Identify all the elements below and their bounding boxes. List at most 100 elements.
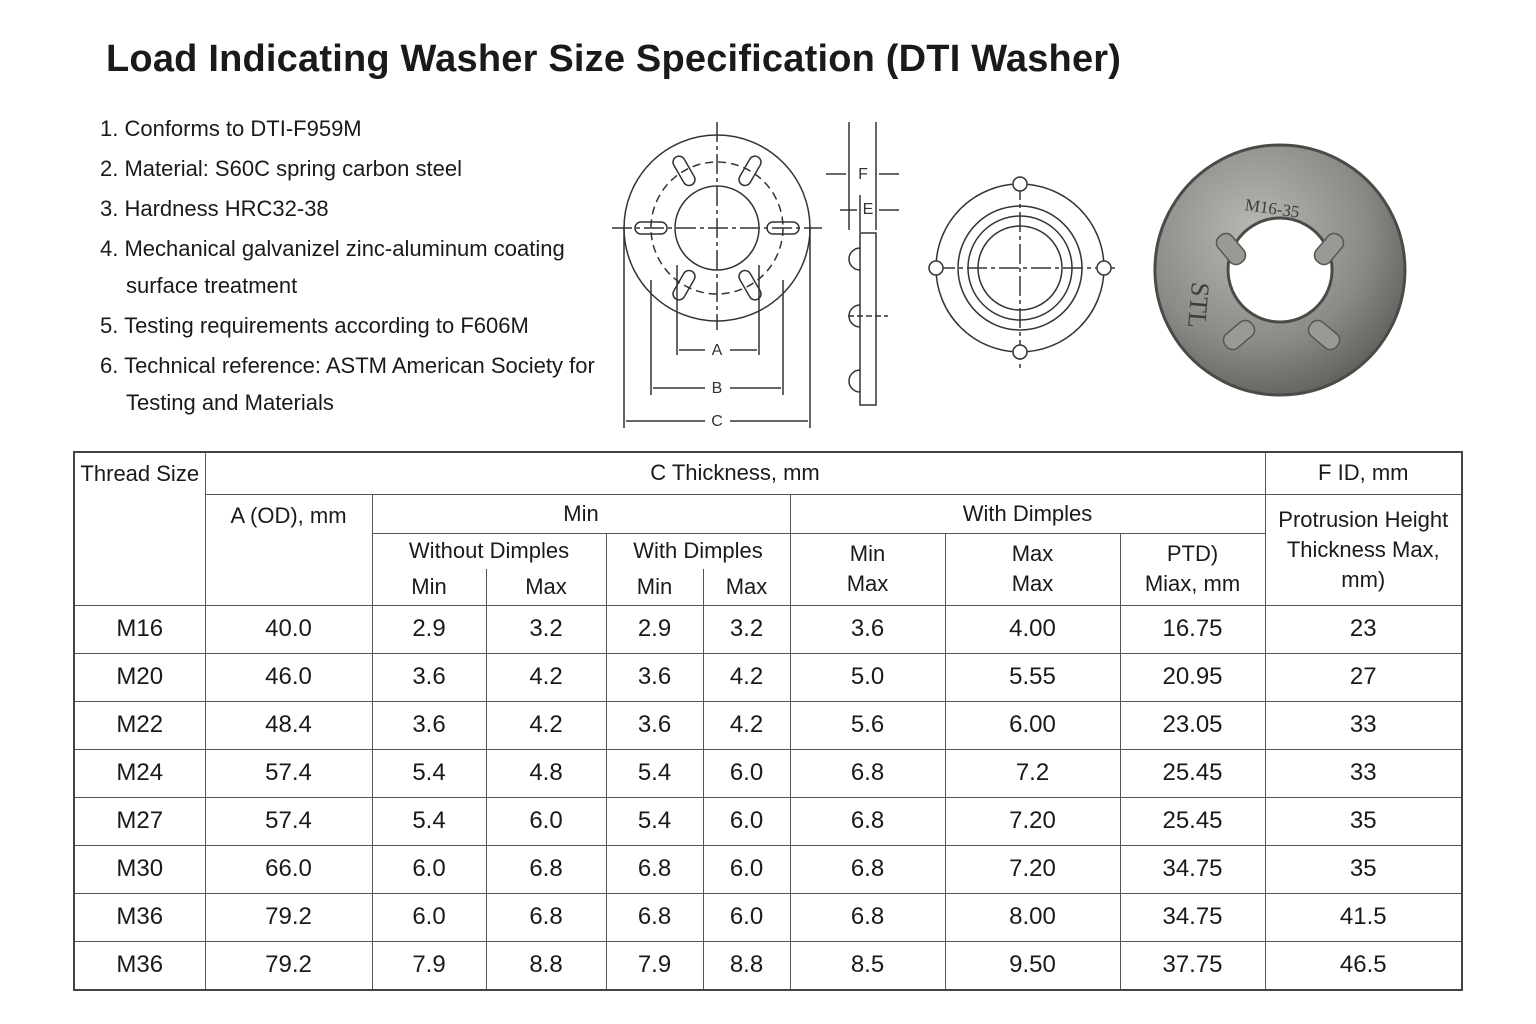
table-cell: 3.6 (371, 652, 487, 702)
table-cell: 5.0 (789, 652, 946, 702)
side-view (826, 122, 899, 406)
table-cell: M36 (73, 940, 206, 990)
table-cell: 6.0 (702, 892, 791, 942)
table-cell: 4.2 (485, 652, 607, 702)
table-cell: 16.75 (1119, 604, 1266, 654)
table-row: M16 40.0 2.9 3.2 2.9 3.2 3.6 4.00 16.75 23 (73, 604, 1463, 654)
page-title: Load Indicating Washer Size Specificatio… (106, 38, 1122, 80)
table-cell: 25.45 (1119, 748, 1266, 798)
table-row: M20 46.0 3.6 4.2 3.6 4.2 5.0 5.55 20.95 27 (73, 652, 1463, 702)
header-cell: With Dimples (789, 493, 1266, 534)
table-cell: 57.4 (204, 796, 373, 846)
diagrams: A B C F E M16-35 STL (612, 122, 1407, 430)
table-row: M22 48.4 3.6 4.2 3.6 4.2 5.6 6.00 23.05 33 (73, 700, 1463, 750)
table-cell: M36 (73, 892, 206, 942)
header-line: Min (849, 541, 886, 566)
header-line: Max (846, 571, 889, 596)
notes: 1. Conforms to DTI-F959M 2. Material: S60… (100, 110, 620, 424)
header-line: PTD) (1166, 541, 1219, 566)
table-cell: 8.8 (485, 940, 607, 990)
table-cell: 3.6 (371, 700, 487, 750)
table-row: M30 66.0 6.0 6.8 6.8 6.0 6.8 7.20 34.75 35 (73, 844, 1463, 894)
table-cell: 6.0 (702, 796, 791, 846)
table-cell: 6.8 (789, 844, 946, 894)
table-cell: M16 (73, 604, 206, 654)
table-cell: 48.4 (204, 700, 373, 750)
table-cell: 3.2 (702, 604, 791, 654)
note: 4. Mechanical galvanizel zinc-aluminum c… (100, 236, 565, 298)
table-cell: M22 (73, 700, 206, 750)
note: 6. Technical reference: ASTM American So… (100, 353, 595, 415)
table-cell: 20.95 (1119, 652, 1266, 702)
table-cell: 2.9 (371, 604, 487, 654)
table-cell: 27 (1264, 652, 1463, 702)
header-cell: Without Dimples (371, 532, 607, 569)
table-cell: 41.5 (1264, 892, 1463, 942)
header-cell: PTD) Miax, mm (1119, 532, 1266, 606)
header-cell: Protrusion Height Thickness Max, mm) (1264, 493, 1463, 606)
table-cell: 46.5 (1264, 940, 1463, 990)
header-cell: Max (485, 569, 607, 606)
table-cell: 5.4 (605, 796, 704, 846)
table-row: M24 57.4 5.4 4.8 5.4 6.0 6.8 7.2 25.45 33 (73, 748, 1463, 798)
table-cell: 46.0 (204, 652, 373, 702)
header-line: Max (1011, 541, 1054, 566)
photo-mark: STL (1182, 281, 1215, 330)
table-cell: 25.45 (1119, 796, 1266, 846)
front-view (612, 122, 822, 428)
table-cell: M30 (73, 844, 206, 894)
header-cell: A (OD), mm (204, 493, 373, 606)
table-cell: 7.9 (605, 940, 704, 990)
table-cell: 6.0 (702, 748, 791, 798)
table-cell: 3.6 (605, 652, 704, 702)
header-cell: Thread Size (73, 451, 206, 606)
note: 1. Conforms to DTI-F959M (100, 116, 362, 141)
table-cell: 8.00 (944, 892, 1121, 942)
washer-photo: M16-35 STL (1153, 143, 1407, 397)
table-cell: 6.00 (944, 700, 1121, 750)
table-cell: 3.2 (485, 604, 607, 654)
table-cell: 2.9 (605, 604, 704, 654)
table-cell: 5.4 (371, 748, 487, 798)
table-cell: M20 (73, 652, 206, 702)
table-cell: 6.8 (485, 844, 607, 894)
table-cell: 35 (1264, 844, 1463, 894)
table-cell: 33 (1264, 700, 1463, 750)
table-cell: 6.8 (789, 748, 946, 798)
table-cell: 34.75 (1119, 892, 1266, 942)
table-cell: M24 (73, 748, 206, 798)
table-cell: 57.4 (204, 748, 373, 798)
table-cell: 40.0 (204, 604, 373, 654)
header-line: Miax, mm (1144, 571, 1241, 596)
table-cell: 6.8 (789, 892, 946, 942)
table-cell: 4.2 (485, 700, 607, 750)
table-row: M36 79.2 6.0 6.8 6.8 6.0 6.8 8.00 34.75 41.5 (73, 892, 1463, 942)
table-cell: 6.8 (605, 892, 704, 942)
table-cell: 33 (1264, 748, 1463, 798)
table-cell: 79.2 (204, 892, 373, 942)
header-cell: Max Max (944, 532, 1121, 606)
table-cell: 79.2 (204, 940, 373, 990)
table-cell: 5.55 (944, 652, 1121, 702)
header-line: Max (1011, 571, 1054, 596)
dim-label: F (858, 166, 868, 183)
table-cell: 6.8 (605, 844, 704, 894)
table-cell: 4.2 (702, 652, 791, 702)
table-cell: 35 (1264, 796, 1463, 846)
table-cell: 8.8 (702, 940, 791, 990)
dim-label: B (712, 380, 723, 397)
table-cell: 6.0 (371, 892, 487, 942)
table-cell: 6.0 (371, 844, 487, 894)
note: 2. Material: S60C spring carbon steel (100, 156, 462, 181)
spec-table: Thread Size C Thickness, mm F ID, mm A (… (73, 451, 1464, 991)
table-cell: 5.6 (789, 700, 946, 750)
table-cell: 4.8 (485, 748, 607, 798)
table-cell: 37.75 (1119, 940, 1266, 990)
dim-label: C (711, 413, 723, 430)
table-cell: 3.6 (789, 604, 946, 654)
header-cell: Min (371, 569, 487, 606)
table-cell: 5.4 (371, 796, 487, 846)
note: 3. Hardness HRC32-38 (100, 196, 329, 221)
note: 5. Testing requirements according to F60… (100, 313, 529, 338)
